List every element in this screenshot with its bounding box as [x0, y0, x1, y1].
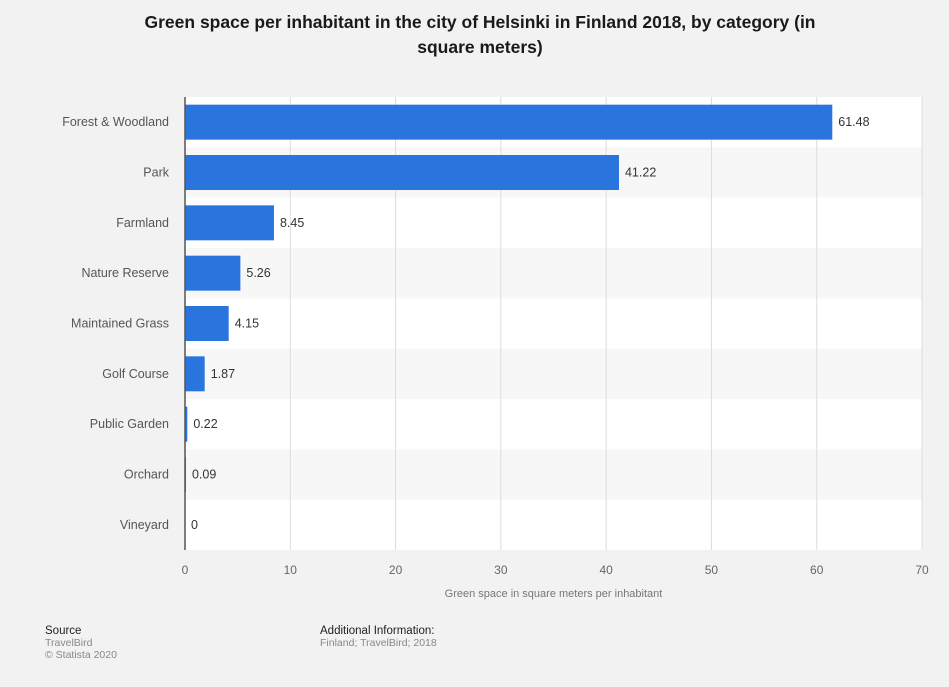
bar — [185, 104, 833, 140]
bar — [185, 356, 205, 392]
value-label: 4.15 — [235, 317, 259, 331]
bar — [185, 306, 229, 341]
value-label: 8.45 — [280, 216, 304, 230]
category-label: Orchard — [124, 468, 169, 482]
additional-info-text: Finland; TravelBird; 2018 — [320, 637, 437, 649]
additional-info-heading: Additional Information: — [320, 625, 435, 637]
source-name[interactable]: TravelBird — [45, 637, 93, 649]
source-block: Source TravelBird © Statista 2020 — [45, 625, 117, 661]
x-tick-label: 0 — [182, 563, 189, 577]
bar — [185, 205, 274, 241]
bar — [185, 255, 241, 291]
bar — [185, 406, 188, 442]
value-label: 41.22 — [625, 166, 656, 180]
row-band — [185, 449, 922, 500]
category-label: Public Garden — [90, 417, 169, 431]
chart-title-line-1: Green space per inhabitant in the city o… — [144, 12, 816, 32]
value-label: 0.09 — [192, 468, 216, 482]
x-tick-label: 10 — [284, 563, 298, 577]
category-label: Forest & Woodland — [62, 115, 169, 129]
value-label: 5.26 — [246, 266, 270, 280]
x-axis-title: Green space in square meters per inhabit… — [445, 588, 663, 600]
category-label: Nature Reserve — [81, 266, 169, 280]
copyright-text: © Statista 2020 — [45, 649, 117, 661]
category-label: Golf Course — [102, 367, 169, 381]
source-heading: Source — [45, 625, 82, 637]
category-label: Vineyard — [120, 518, 169, 532]
x-tick-label: 30 — [494, 563, 508, 577]
x-tick-label: 40 — [599, 563, 613, 577]
x-tick-label: 70 — [915, 563, 929, 577]
chart-title-line-2: square meters) — [417, 37, 543, 57]
category-label: Farmland — [116, 216, 169, 230]
row-band — [185, 248, 922, 299]
value-label: 0 — [191, 518, 198, 532]
x-tick-label: 60 — [810, 563, 824, 577]
value-label: 0.22 — [193, 417, 217, 431]
bar — [185, 155, 619, 190]
value-label: 1.87 — [211, 367, 235, 381]
additional-info-block: Additional Information: Finland; TravelB… — [320, 625, 437, 649]
category-label: Park — [143, 166, 169, 180]
category-label: Maintained Grass — [71, 317, 169, 331]
x-tick-label: 20 — [389, 563, 403, 577]
row-band — [185, 348, 922, 399]
x-tick-label: 50 — [705, 563, 719, 577]
chart-title: Green space per inhabitant in the city o… — [90, 10, 870, 60]
value-label: 61.48 — [838, 115, 869, 129]
